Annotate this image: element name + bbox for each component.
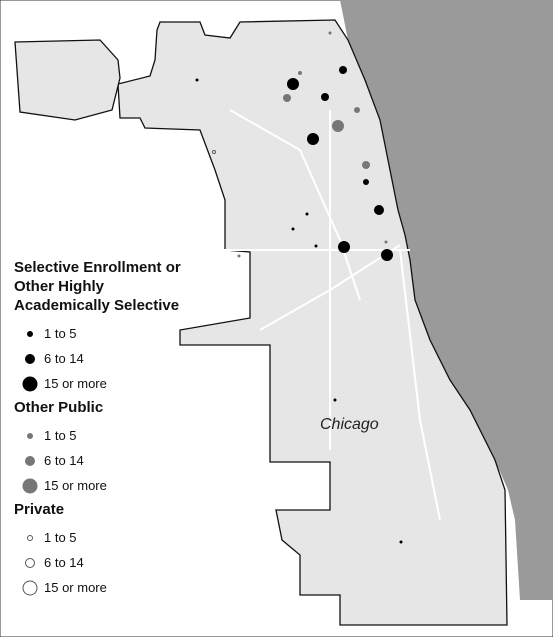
legend-item: 6 to 14 [14, 550, 199, 575]
legend-item: 15 or more [14, 473, 199, 498]
legend-group: Private 1 to 5 6 to 14 15 or more [14, 500, 199, 600]
legend-symbol [22, 376, 38, 391]
legend: Selective Enrollment or Other Highly Aca… [14, 258, 199, 602]
legend-label: 1 to 5 [44, 428, 77, 443]
legend-symbol [25, 353, 35, 364]
legend-label: 6 to 14 [44, 555, 84, 570]
legend-item: 6 to 14 [14, 448, 199, 473]
legend-item: 15 or more [14, 575, 199, 600]
lake [340, 0, 553, 600]
school-dots [195, 31, 403, 544]
legend-symbol [25, 455, 35, 466]
legend-item: 1 to 5 [14, 321, 199, 346]
legend-label: 1 to 5 [44, 326, 77, 341]
legend-symbol [25, 557, 35, 568]
legend-title: Private [14, 501, 65, 518]
city-label: Chicago [320, 416, 379, 433]
legend-symbol [22, 580, 38, 595]
legend-group: Selective Enrollment or Other Highly Aca… [14, 258, 199, 396]
roads [180, 109, 441, 521]
legend-item: 1 to 5 [14, 525, 199, 550]
legend-symbol [22, 478, 38, 493]
legend-symbol [27, 432, 33, 439]
legend-symbol [27, 330, 33, 337]
legend-label: 15 or more [44, 580, 107, 595]
legend-label: 6 to 14 [44, 351, 84, 366]
legend-title: Selective Enrollment or Other Highly Aca… [14, 259, 181, 314]
legend-label: 6 to 14 [44, 453, 84, 468]
legend-item: 6 to 14 [14, 346, 199, 371]
legend-title: Other Public [14, 399, 104, 416]
legend-label: 1 to 5 [44, 530, 77, 545]
ohare [14, 39, 121, 121]
legend-symbol [27, 534, 33, 541]
legend-label: 15 or more [44, 478, 107, 493]
legend-label: 15 or more [44, 376, 107, 391]
legend-item: 15 or more [14, 371, 199, 396]
legend-item: 1 to 5 [14, 423, 199, 448]
city [117, 19, 508, 626]
legend-group: Other Public 1 to 5 6 to 14 15 or more [14, 398, 199, 498]
